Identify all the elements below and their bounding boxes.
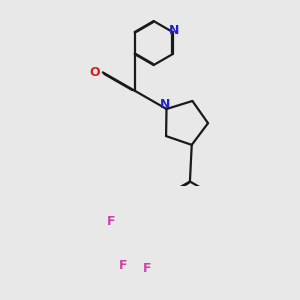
Text: F: F [142, 262, 151, 275]
Text: F: F [118, 259, 127, 272]
Text: F: F [106, 214, 115, 227]
Text: N: N [169, 24, 180, 37]
Text: N: N [160, 98, 170, 111]
Text: O: O [89, 66, 100, 79]
